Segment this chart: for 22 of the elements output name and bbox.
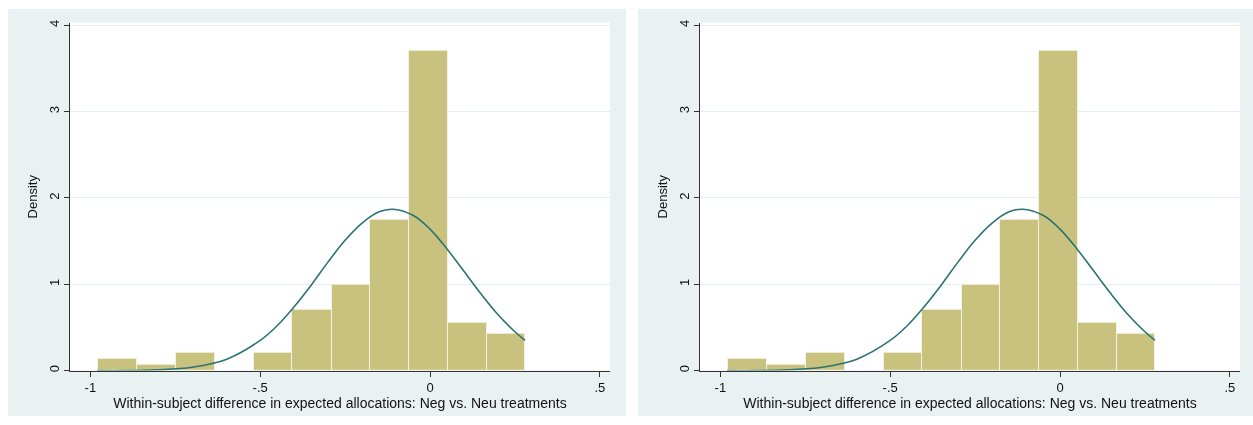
y-axis-title: Density	[24, 174, 40, 219]
y-tick-label: 3	[46, 106, 62, 114]
x-tick-label: -1	[714, 380, 727, 396]
x-tick-label: .5	[1224, 380, 1236, 396]
x-axis-title: Within-subject difference in expected allocations: Neg vs. Neu treatments	[113, 395, 567, 412]
y-tick-label: 3	[676, 106, 692, 114]
y-tick-label: 1	[46, 278, 62, 286]
y-tick-label: 2	[46, 192, 62, 200]
y-tick-label: 1	[676, 278, 692, 286]
x-tick-label: 0	[426, 380, 434, 396]
y-tick-label: 2	[676, 192, 692, 200]
x-tick-label: -.5	[882, 380, 898, 396]
x-tick-label: .5	[594, 380, 606, 396]
x-axis-title: Within-subject difference in expected allocations: Neg vs. Neu treatments	[743, 395, 1197, 412]
y-tick-label: 4	[676, 19, 692, 28]
x-tick-label: 0	[1056, 380, 1064, 396]
y-tick-label: 0	[46, 365, 62, 373]
y-axis-title: Density	[654, 174, 670, 219]
x-tick-label: -1	[84, 380, 97, 396]
y-tick-label: 0	[676, 365, 692, 373]
y-tick-label: 4	[46, 19, 62, 28]
x-tick-label: -.5	[252, 380, 268, 396]
